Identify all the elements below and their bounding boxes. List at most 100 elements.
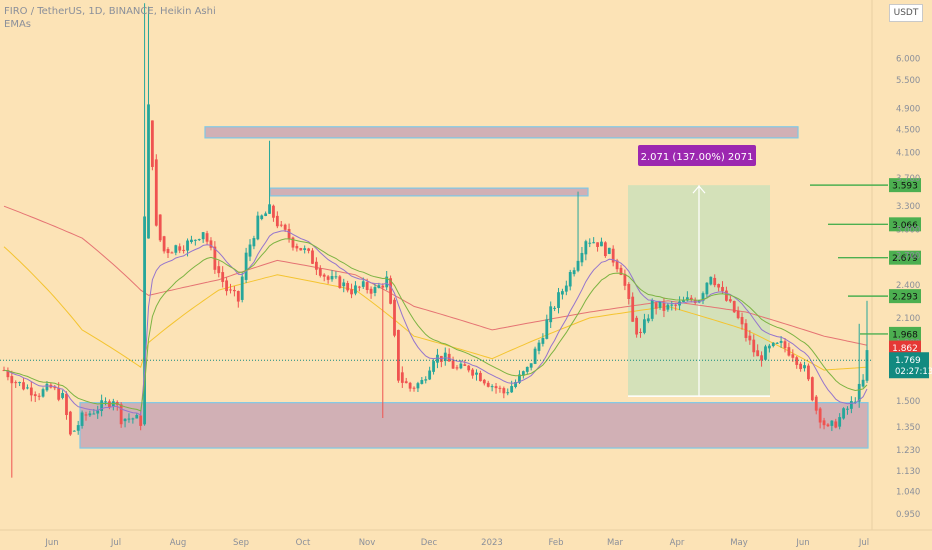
candle[interactable] [557,292,560,308]
candle[interactable] [18,382,22,384]
candle[interactable] [721,286,724,292]
candle[interactable] [147,104,150,239]
candle[interactable] [57,387,61,400]
candle[interactable] [170,252,174,254]
candle[interactable] [322,274,326,277]
candle[interactable] [201,232,205,240]
candle[interactable] [299,248,303,251]
candle[interactable] [252,238,256,247]
candle[interactable] [342,282,346,287]
candle[interactable] [764,346,767,360]
candle[interactable] [244,252,248,280]
candle[interactable] [248,244,252,257]
candle[interactable] [150,120,154,167]
candle[interactable] [834,421,838,428]
candle[interactable] [377,285,381,288]
candle[interactable] [717,284,721,288]
candle[interactable] [432,361,435,372]
candle[interactable] [689,297,693,301]
candle[interactable] [217,266,221,274]
candle[interactable] [451,360,455,369]
candle[interactable] [428,370,432,380]
candle[interactable] [580,252,584,263]
candle[interactable] [408,382,412,389]
candle[interactable] [744,323,748,338]
candle[interactable] [510,386,514,393]
candle[interactable] [682,300,685,303]
candle[interactable] [643,319,646,333]
resistance-zone[interactable] [79,402,869,449]
candle[interactable] [10,376,14,384]
candle[interactable] [611,248,615,263]
candle[interactable] [635,317,639,335]
candle[interactable] [338,276,342,288]
candle[interactable] [479,372,482,382]
candle[interactable] [631,296,635,322]
candle[interactable] [420,380,424,384]
candle[interactable] [807,365,810,380]
candle[interactable] [37,395,41,397]
candle[interactable] [268,204,271,214]
candle[interactable] [619,267,623,275]
candle[interactable] [447,353,451,362]
candle[interactable] [588,242,592,244]
candle[interactable] [471,369,474,376]
candle[interactable] [264,213,268,217]
candle[interactable] [521,371,525,376]
candle[interactable] [529,363,533,368]
candle[interactable] [639,331,642,333]
candle[interactable] [810,377,814,401]
candle[interactable] [400,372,404,383]
candle[interactable] [197,239,201,241]
candle[interactable] [162,236,166,252]
candle[interactable] [842,408,845,419]
candle[interactable] [584,241,588,255]
candle[interactable] [131,418,135,420]
candle[interactable] [436,354,439,363]
candle[interactable] [373,287,377,293]
candle[interactable] [154,159,158,226]
candle[interactable] [818,408,822,423]
candle[interactable] [830,420,834,426]
candle[interactable] [564,285,568,292]
candle[interactable] [838,417,842,427]
candle[interactable] [709,276,713,285]
candle[interactable] [354,285,357,294]
candle[interactable] [256,215,260,240]
candle[interactable] [205,233,209,242]
candle[interactable] [404,381,408,384]
candle[interactable] [72,430,76,432]
candle[interactable] [158,214,162,241]
candle[interactable] [553,307,557,309]
candle[interactable] [760,355,763,361]
candle[interactable] [771,342,775,347]
candle[interactable] [76,425,80,431]
candle[interactable] [455,367,459,369]
candle[interactable] [654,303,658,309]
candle[interactable] [674,304,678,306]
candle[interactable] [541,338,545,344]
candle[interactable] [549,306,553,323]
candle[interactable] [568,272,572,287]
candle[interactable] [29,387,33,396]
resistance-zone[interactable] [204,126,799,139]
candle[interactable] [53,387,57,389]
candle[interactable] [849,401,853,409]
candle[interactable] [725,290,728,301]
candle[interactable] [650,300,654,319]
candle[interactable] [646,318,650,322]
candle[interactable] [596,242,599,247]
candle[interactable] [315,261,318,270]
candle[interactable] [494,386,498,389]
candle[interactable] [240,276,244,300]
candle[interactable] [463,364,467,366]
candle[interactable] [498,387,502,389]
candle[interactable] [799,363,803,370]
candle[interactable] [857,383,861,402]
candle[interactable] [795,357,799,365]
price-axis[interactable] [872,0,932,550]
candle[interactable] [865,350,869,381]
candle[interactable] [311,250,314,264]
